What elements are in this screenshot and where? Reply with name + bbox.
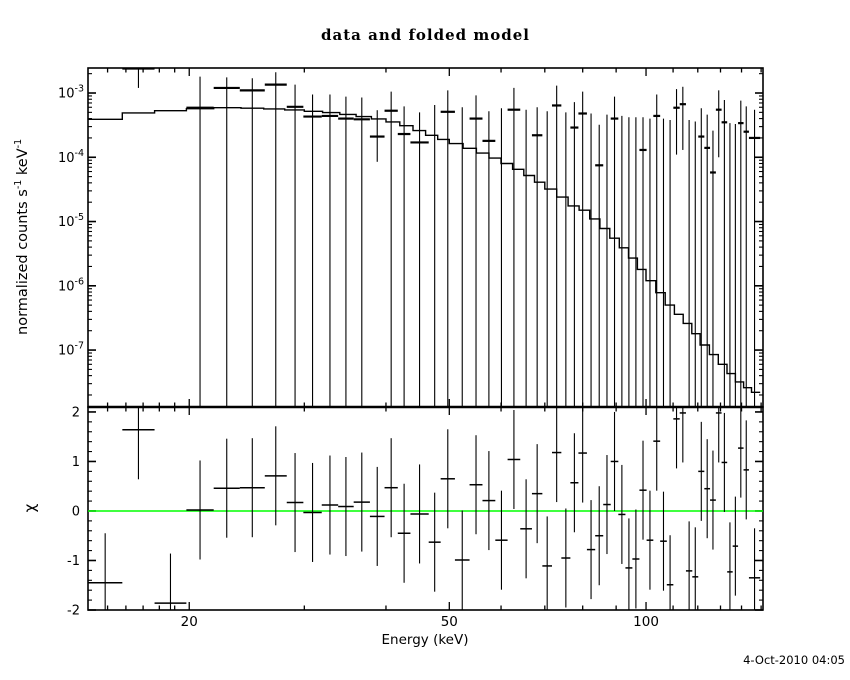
- y-axis-label-sup2: -1: [13, 138, 25, 149]
- spectrum-data-points: [122, 68, 761, 407]
- svg-text:-1: -1: [67, 554, 80, 569]
- panel-frames: [87, 67, 764, 611]
- y-axis-label-counts: normalized counts s-1 keV-1: [13, 87, 31, 387]
- residual-data-points: [88, 407, 761, 610]
- svg-text:10-4: 10-4: [58, 148, 84, 166]
- svg-text:2: 2: [72, 405, 80, 420]
- x-tick-labels: 20 50 100: [181, 614, 659, 630]
- svg-text:0: 0: [72, 504, 80, 519]
- svg-text:10-6: 10-6: [58, 276, 84, 294]
- y-axis-label-text: normalized counts s: [14, 189, 31, 335]
- svg-text:10-7: 10-7: [58, 341, 84, 359]
- x-axis-ticks: [106, 68, 762, 610]
- model-line: [88, 107, 761, 393]
- y-axis-label-chi: χ: [21, 503, 39, 513]
- svg-text:100: 100: [633, 614, 659, 630]
- y-axis-label-text2: keV: [14, 148, 31, 180]
- svg-text:10-5: 10-5: [58, 212, 84, 230]
- x-axis-label: Energy (keV): [381, 632, 469, 648]
- residual-y-ticks: -2 -1 0 1 2: [67, 405, 763, 619]
- timestamp: 4-Oct-2010 04:05: [743, 653, 845, 667]
- plot-title: data and folded model: [321, 26, 530, 44]
- svg-text:20: 20: [181, 614, 198, 630]
- y-axis-label-sup1: -1: [13, 179, 25, 190]
- svg-text:-2: -2: [67, 604, 80, 619]
- svg-text:1: 1: [72, 455, 80, 470]
- spectrum-y-ticks: [88, 73, 763, 396]
- svg-text:10-3: 10-3: [58, 84, 84, 102]
- spectrum-y-tick-labels: 10-3 10-4 10-5 10-6 10-7: [58, 84, 84, 359]
- svg-text:50: 50: [441, 614, 458, 630]
